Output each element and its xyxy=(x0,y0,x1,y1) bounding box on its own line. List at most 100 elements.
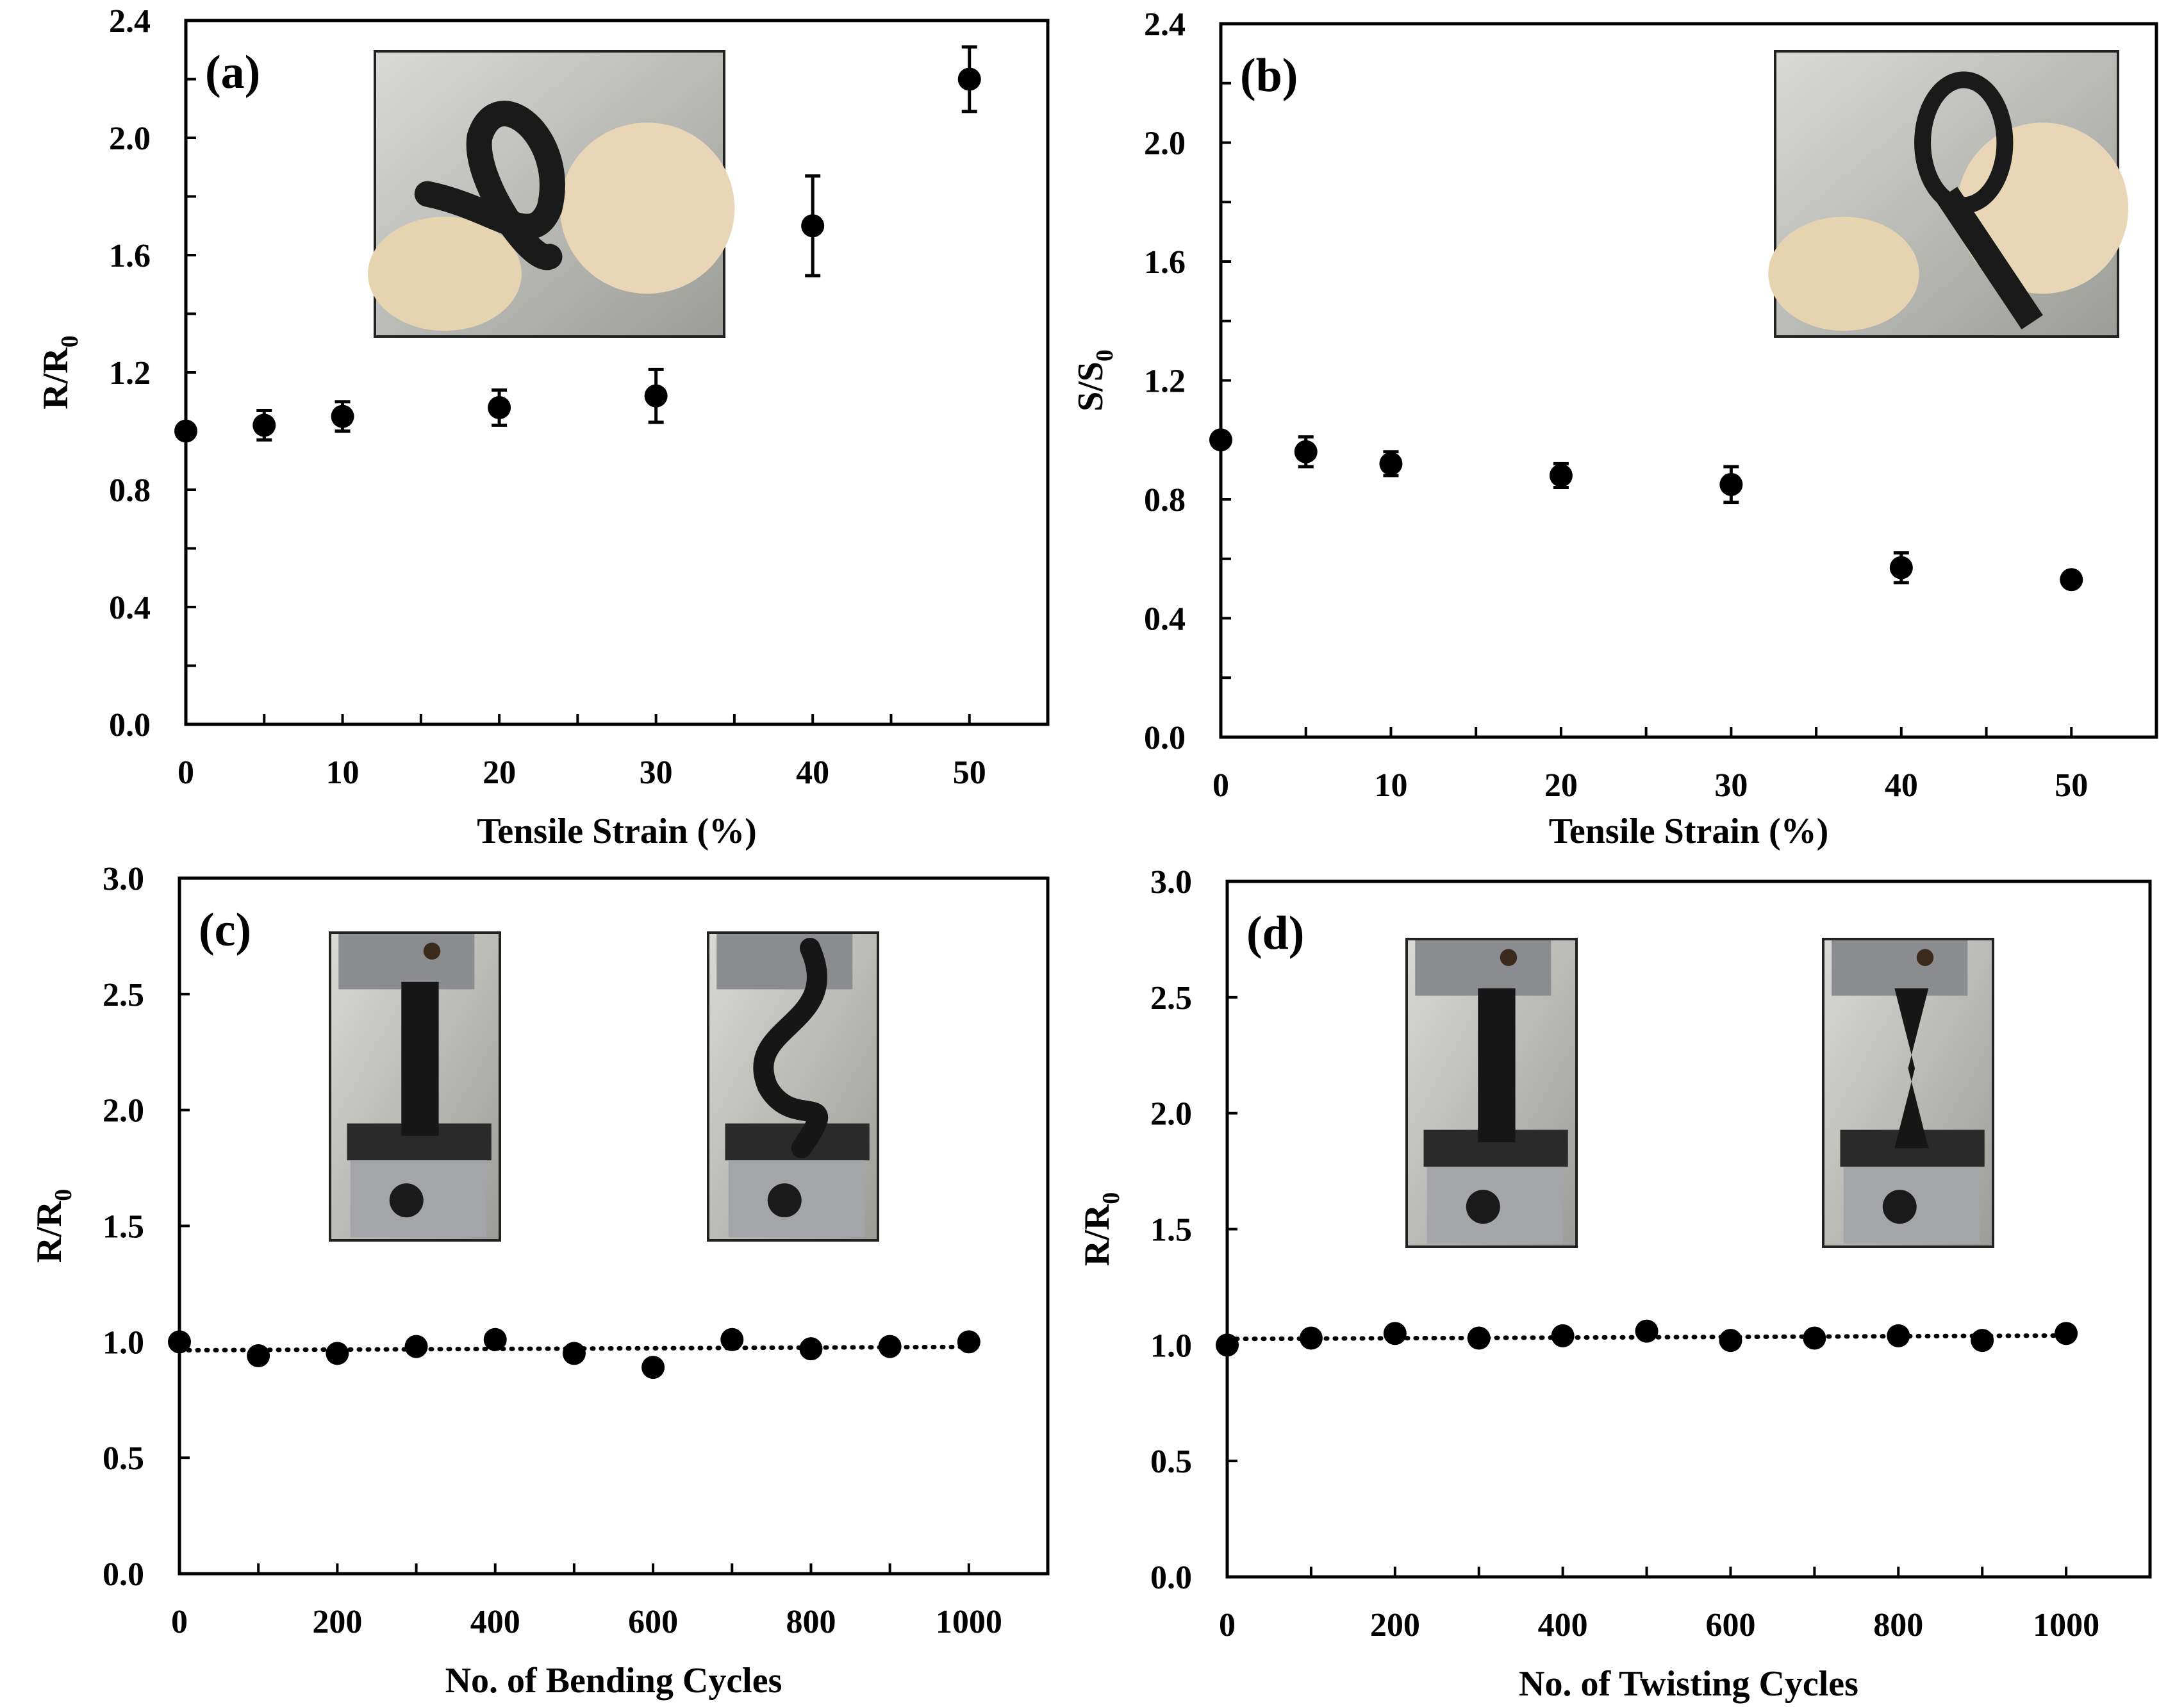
chart-panel-c: 0 200 400 600 800 1000 0.0 0.5 1.0 1.5 2.0 2.5 3.0 No… xyxy=(29,861,1050,1701)
plot-frame xyxy=(1225,879,2152,1579)
y-axis-label: R/R0 xyxy=(36,335,83,409)
data-point xyxy=(2055,1322,2078,1345)
y-tick-label: 2.5 xyxy=(103,977,144,1013)
glove-finger xyxy=(559,122,735,294)
x-tick-label: 30 xyxy=(1714,767,1748,804)
x-tick-label: 400 xyxy=(1538,1607,1588,1644)
x-tick-label: 30 xyxy=(640,754,673,791)
data-point xyxy=(1971,1329,1994,1353)
data-point xyxy=(1719,472,1743,496)
y-axis-label-main: R/R xyxy=(29,1201,69,1263)
y-tick-label: 1.5 xyxy=(1150,1212,1192,1249)
y-tick-label: 2.4 xyxy=(1144,6,1186,43)
data-point xyxy=(957,67,981,91)
y-tick-label: 0.5 xyxy=(1150,1444,1192,1480)
x-tick-label: 800 xyxy=(1873,1607,1923,1644)
x-tick-label: 0 xyxy=(1212,767,1229,804)
y-axis-label-main: S/S xyxy=(1071,362,1111,412)
upper-grip xyxy=(1415,940,1551,996)
y-axis-label: R/R0 xyxy=(29,1189,77,1263)
panel-label: (c) xyxy=(199,904,251,956)
data-point xyxy=(168,1330,191,1354)
y-tick-label: 0.0 xyxy=(1144,720,1186,756)
grip-bolt xyxy=(1916,949,1934,967)
polymer-strip xyxy=(753,938,828,1158)
y-tick-label: 2.0 xyxy=(109,121,151,157)
y-tick-label: 2.0 xyxy=(1144,126,1186,162)
x-tick-label: 40 xyxy=(1885,767,1918,804)
y-tick-label: 1.6 xyxy=(1144,244,1186,281)
data-point xyxy=(801,214,825,238)
data-point xyxy=(799,1337,823,1361)
bent-strip-in-grips-photo xyxy=(707,931,879,1242)
y-tick-label: 1.0 xyxy=(1150,1328,1192,1364)
y-tick-label: 2.0 xyxy=(1150,1096,1192,1133)
data-point xyxy=(1889,556,1913,579)
x-tick-label: 50 xyxy=(953,754,986,791)
y-tick-label: 0.0 xyxy=(103,1556,144,1593)
grip-bolt xyxy=(1466,1190,1500,1224)
data-point xyxy=(1216,1333,1239,1357)
x-tick-label: 1000 xyxy=(936,1604,1002,1640)
grip-bolt xyxy=(767,1183,802,1218)
polymer-strip xyxy=(414,101,565,271)
x-tick-label: 10 xyxy=(1374,767,1407,804)
y-tick-label: 0.8 xyxy=(1144,482,1186,519)
polymer-strip xyxy=(1935,187,2043,329)
x-tick-label: 600 xyxy=(1705,1607,1755,1644)
panel-label: (b) xyxy=(1240,49,1298,102)
data-point xyxy=(1294,440,1318,463)
data-point xyxy=(720,1328,744,1351)
x-tick-label: 20 xyxy=(483,754,516,791)
y-axis-label: S/S0 xyxy=(1071,349,1118,412)
polymer-strip xyxy=(1478,988,1516,1142)
data-point xyxy=(331,404,354,428)
x-tick-label: 0 xyxy=(171,1604,188,1640)
grip-bolt xyxy=(1882,1190,1917,1224)
plot-frame xyxy=(178,876,1050,1576)
data-point xyxy=(1635,1319,1659,1343)
glove-finger xyxy=(1768,217,1919,331)
y-tick-label: 1.6 xyxy=(109,238,151,274)
x-tick-label: 800 xyxy=(786,1604,836,1640)
x-tick-label: 200 xyxy=(1370,1607,1420,1644)
data-point xyxy=(404,1335,428,1358)
data-point xyxy=(1803,1326,1826,1350)
data-point xyxy=(1383,1322,1407,1345)
chart-panel-a: 0 10 20 30 40 50 0.0 0.4 0.8 1.2 1.6 2.0 2.4 Tensile … xyxy=(36,3,1050,851)
y-axis-label-subscript: 0 xyxy=(1091,349,1118,362)
y-axis-label-subscript: 0 xyxy=(56,335,83,347)
data-point xyxy=(174,419,197,443)
data-point xyxy=(562,1342,586,1365)
data-point xyxy=(488,396,511,419)
x-axis-label: No. of Bending Cycles xyxy=(445,1661,782,1701)
data-point xyxy=(1549,463,1573,487)
y-tick-label: 3.0 xyxy=(103,861,144,897)
x-tick-label: 0 xyxy=(178,754,194,791)
data-point xyxy=(252,413,276,437)
upper-grip xyxy=(338,934,475,990)
y-tick-label: 0.4 xyxy=(1144,601,1186,638)
y-axis-label-main: R/R xyxy=(36,347,76,410)
x-axis-label: No. of Twisting Cycles xyxy=(1519,1664,1858,1704)
y-tick-label: 2.5 xyxy=(1150,980,1192,1017)
y-tick-label: 0.4 xyxy=(109,590,151,626)
data-point xyxy=(1887,1324,1910,1347)
x-tick-label: 10 xyxy=(326,754,360,791)
glove-finger xyxy=(368,217,522,331)
bent-strip-photo xyxy=(368,50,735,338)
y-tick-label: 0.8 xyxy=(109,472,151,509)
y-axis-label-subscript: 0 xyxy=(50,1189,77,1201)
data-point xyxy=(247,1344,270,1368)
data-point xyxy=(1209,428,1232,452)
y-tick-label: 2.4 xyxy=(109,3,151,40)
y-tick-label: 1.0 xyxy=(103,1324,144,1361)
data-point xyxy=(326,1342,349,1365)
grip-bolt xyxy=(1500,949,1518,967)
data-point xyxy=(1379,452,1403,476)
y-tick-label: 0.5 xyxy=(103,1440,144,1477)
x-tick-label: 400 xyxy=(470,1604,520,1640)
x-tick-label: 20 xyxy=(1544,767,1578,804)
chart-panel-d: 0 200 400 600 800 1000 0.0 0.5 1.0 1.5 2.0 2.5 3.0 No… xyxy=(1077,864,2152,1704)
